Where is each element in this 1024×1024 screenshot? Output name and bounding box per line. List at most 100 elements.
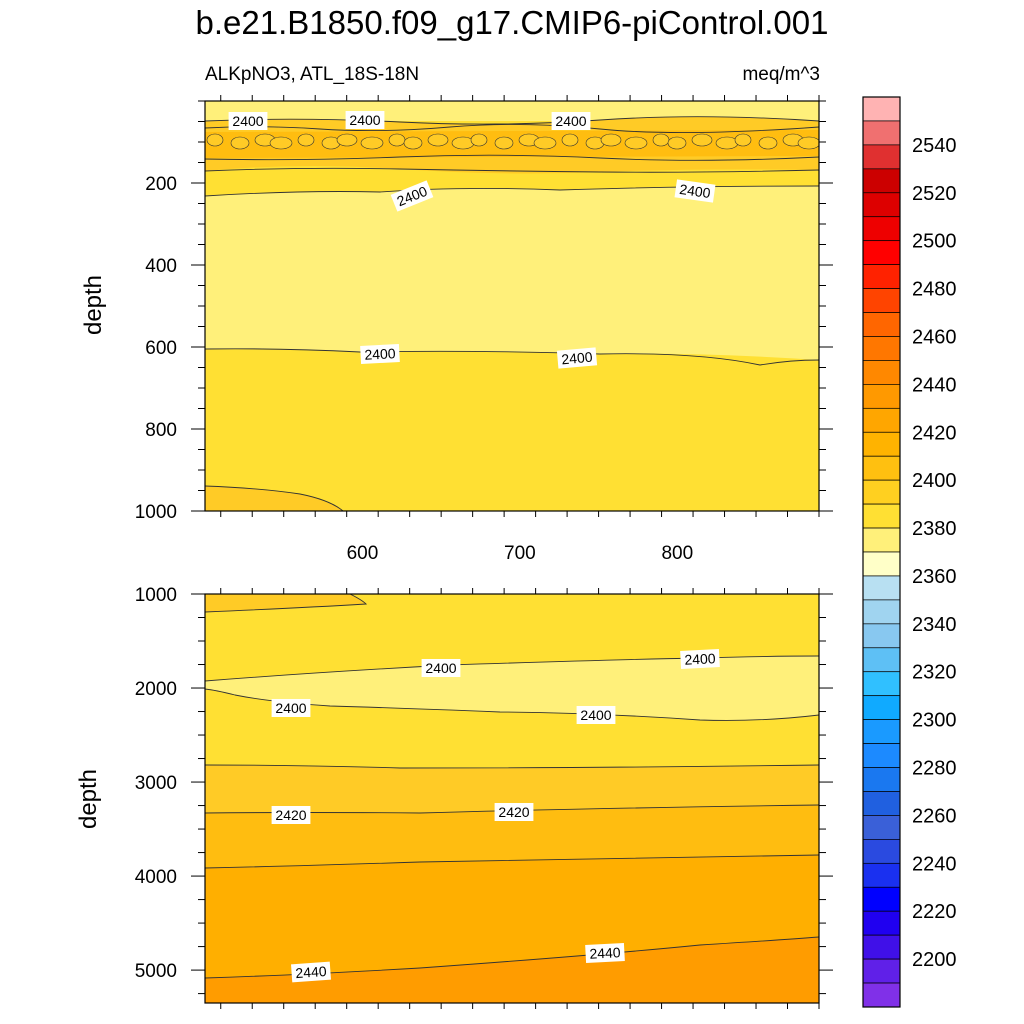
top-band-blob (600, 133, 622, 147)
colorbar-swatch (862, 192, 901, 218)
top-panel-fills (205, 101, 819, 511)
top-contour-line (205, 123, 819, 133)
top-x-axis: 600 700 800 (220, 95, 820, 564)
top-band-blob (734, 133, 752, 147)
colorbar-swatch (862, 886, 901, 912)
colorbar-label: 2520 (912, 183, 957, 205)
colorbar-label: 2540 (912, 135, 957, 157)
top-contour-label-text: 2400 (561, 349, 594, 368)
bottom-contour-label: 2440 (585, 942, 625, 964)
colorbar-swatch (862, 216, 901, 242)
colorbar-label: 2260 (912, 805, 957, 827)
top-contour-label-bg (551, 112, 591, 130)
bottom-contour-label: 2400 (680, 648, 720, 670)
colorbar-swatch (862, 503, 901, 529)
colorbar-label: 2200 (912, 949, 957, 971)
chart-title: b.e21.B1850.f09_g17.CMIP6-piControl.001 (195, 4, 829, 41)
colorbar-swatch (862, 144, 901, 170)
top-band-blob (652, 133, 670, 147)
colorbar-swatch (862, 647, 901, 673)
colorbar-label: 2320 (912, 662, 957, 684)
colorbar-label: 2380 (912, 518, 957, 540)
colorbar-swatch (862, 384, 901, 409)
top-contour-label: 2400 (551, 112, 591, 130)
colorbar-label: 2480 (912, 279, 957, 301)
top-band-blob (297, 133, 315, 147)
top-contour-label: 2400 (228, 112, 268, 130)
bottom-contour-line (205, 594, 368, 613)
colorbar-swatch (862, 767, 901, 792)
colorbar-swatch (862, 671, 901, 697)
top-fill-middle-2390 (205, 186, 819, 360)
colorbar-label: 2340 (912, 614, 957, 636)
bottom-contour-label-text: 2420 (498, 804, 529, 820)
colorbar-swatch (862, 839, 901, 864)
y-tick-label: 1000 (135, 585, 177, 606)
colorbar: 2540 2520 2500 2480 2460 2440 2420 2400 2380 2360… (862, 96, 957, 1008)
top-band-blob (494, 136, 514, 150)
colorbar-label: 2500 (912, 231, 957, 253)
colorbar-swatch (862, 312, 901, 337)
colorbar-swatch (862, 527, 901, 553)
top-contour-label-bg (674, 179, 716, 203)
bottom-contour-label-text: 2400 (684, 650, 716, 668)
colorbar-frame (862, 96, 901, 1008)
colorbar-swatch (862, 862, 901, 888)
colorbar-swatch (862, 791, 901, 816)
top-band-blob (360, 136, 384, 150)
bottom-panel-fills (205, 594, 819, 1003)
variable-subtitle: ALKpNO3, ATL_18S-18N (205, 64, 420, 85)
top-contour-label-bg (228, 112, 268, 130)
top-contour-label-text: 2400 (364, 345, 396, 363)
colorbar-swatch (862, 360, 901, 385)
top-band-blob (388, 133, 406, 147)
colorbar-label: 2220 (912, 901, 957, 923)
top-fill-blob-2410 (205, 486, 343, 511)
top-contour-line (205, 348, 819, 366)
bottom-contour-label: 2420 (271, 806, 311, 824)
top-contour-label-bg (345, 111, 385, 129)
colorbar-swatch (862, 743, 901, 768)
top-contour-line (205, 485, 344, 511)
top-band-blob (403, 136, 423, 150)
colorbar-swatch (862, 120, 901, 146)
y-tick-label: 600 (145, 338, 177, 359)
colorbar-swatch (862, 575, 901, 601)
y-tick-label: 200 (145, 174, 177, 195)
top-band-blob (624, 136, 648, 150)
bottom-fill-2440 (205, 937, 819, 1003)
x-tick-label: 600 (347, 543, 379, 564)
colorbar-label: 2420 (912, 422, 957, 444)
bottom-contour-label-text: 2420 (275, 807, 306, 823)
top-contour-line (205, 167, 819, 173)
top-band-blob (336, 133, 358, 147)
bottom-contour-label-text: 2400 (580, 707, 611, 723)
top-band-blob (691, 133, 713, 147)
colorbar-swatch (862, 168, 901, 194)
top-y-axis: 200 400 600 800 1000 (135, 100, 833, 523)
top-contour-label-text: 2400 (232, 113, 263, 129)
colorbar-label: 2440 (912, 374, 957, 396)
colorbar-swatch (862, 455, 901, 481)
top-contour-label: 2400 (674, 179, 716, 203)
top-contour-label-text: 2400 (555, 113, 586, 129)
y-tick-label: 5000 (135, 961, 177, 982)
colorbar-swatch (862, 719, 901, 744)
y-tick-label: 2000 (135, 679, 177, 700)
bottom-contour-label-bg (494, 803, 534, 821)
colorbar-label: 2300 (912, 710, 957, 732)
colorbar-label: 2280 (912, 758, 957, 780)
colorbar-swatch (862, 407, 901, 433)
colorbar-label: 2240 (912, 853, 957, 875)
top-band-blob (533, 136, 557, 150)
bottom-contour-label: 2420 (494, 803, 534, 821)
bottom-contour-label: 2440 (291, 961, 331, 983)
top-band-blob (230, 136, 250, 150)
top-contour-label-bg (556, 347, 598, 369)
top-contour-label: 2400 (556, 347, 598, 369)
top-contour-label: 2400 (345, 111, 385, 129)
top-contour-label-text: 2400 (349, 112, 380, 128)
bottom-contour-label-bg (576, 706, 616, 724)
top-band-blob (561, 133, 579, 147)
bottom-contour-label-text: 2400 (275, 700, 306, 716)
